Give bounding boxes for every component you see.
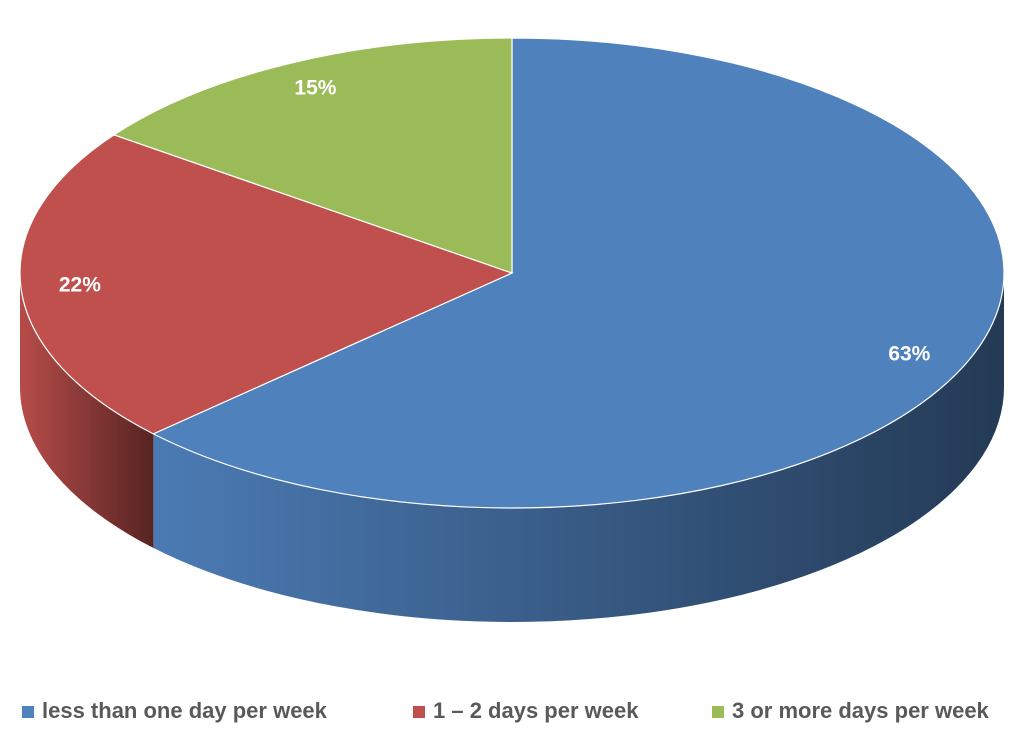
slice-side-shade <box>20 273 154 548</box>
slice <box>112 37 513 274</box>
data-label: 22% <box>59 274 101 297</box>
legend-label: less than one day per week <box>42 698 328 723</box>
data-label: 63% <box>888 343 930 366</box>
legend-label: 1 – 2 days per week <box>433 698 639 723</box>
legend-swatch <box>413 706 425 718</box>
legend-label: 3 or more days per week <box>732 698 990 723</box>
slice <box>19 134 514 435</box>
data-label: 15% <box>294 76 336 99</box>
slice <box>151 37 1005 509</box>
legend: less than one day per week 1 – 2 days per… <box>22 698 990 723</box>
legend-swatch <box>712 706 724 718</box>
legend-swatch <box>22 706 34 718</box>
slice-side-shade <box>153 273 1005 622</box>
